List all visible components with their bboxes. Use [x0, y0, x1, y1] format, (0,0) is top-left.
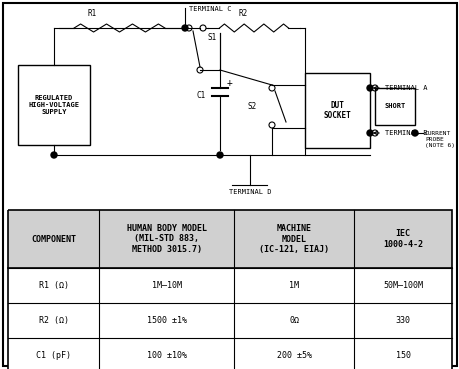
Text: CURRENT
PROBE
(NOTE 6): CURRENT PROBE (NOTE 6): [424, 131, 454, 148]
Circle shape: [411, 130, 417, 136]
Text: 1500 ±1%: 1500 ±1%: [146, 316, 186, 325]
Text: SHORT: SHORT: [384, 103, 405, 110]
Text: 200 ±5%: 200 ±5%: [276, 351, 311, 360]
Text: 330: 330: [395, 316, 410, 325]
Text: S2: S2: [247, 102, 257, 111]
Bar: [8, 210, 451, 369]
Text: 1M–10M: 1M–10M: [151, 281, 181, 290]
Circle shape: [366, 130, 372, 136]
Text: COMPONENT: COMPONENT: [31, 235, 76, 244]
Text: R2: R2: [238, 9, 247, 18]
Text: 1M: 1M: [289, 281, 299, 290]
Bar: [374, 88, 414, 125]
Text: TERMINAL D: TERMINAL D: [228, 189, 271, 195]
Text: +: +: [227, 79, 232, 89]
Text: R1: R1: [87, 9, 96, 18]
Text: S1: S1: [207, 33, 217, 42]
Text: 0Ω: 0Ω: [289, 316, 299, 325]
Text: TERMINAL A: TERMINAL A: [384, 85, 426, 91]
Text: 50M–100M: 50M–100M: [382, 281, 422, 290]
Text: DUT
SOCKET: DUT SOCKET: [323, 101, 351, 120]
Text: MACHINE
MODEL
(IC-121, EIAJ): MACHINE MODEL (IC-121, EIAJ): [259, 224, 329, 254]
Circle shape: [366, 85, 372, 91]
Text: 150: 150: [395, 351, 410, 360]
Bar: [8, 303, 451, 338]
Circle shape: [51, 152, 57, 158]
Text: 100 ±10%: 100 ±10%: [146, 351, 186, 360]
Bar: [18, 65, 90, 145]
Bar: [8, 338, 451, 369]
Text: IEC
1000-4-2: IEC 1000-4-2: [382, 229, 422, 249]
Text: R1 (Ω): R1 (Ω): [39, 281, 68, 290]
Text: HUMAN BODY MODEL
(MIL-STD 883,
METHOD 3015.7): HUMAN BODY MODEL (MIL-STD 883, METHOD 30…: [126, 224, 206, 254]
Text: TERMINAL C: TERMINAL C: [189, 6, 231, 12]
Text: REGULATED
HIGH-VOLTAGE
SUPPLY: REGULATED HIGH-VOLTAGE SUPPLY: [28, 95, 79, 115]
Text: C1 (pF): C1 (pF): [36, 351, 71, 360]
Circle shape: [182, 25, 188, 31]
Bar: [304, 73, 369, 148]
Text: TERMINAL B: TERMINAL B: [384, 130, 426, 136]
Bar: [8, 268, 451, 303]
Circle shape: [217, 152, 223, 158]
Text: R2 (Ω): R2 (Ω): [39, 316, 68, 325]
Text: C1: C1: [196, 91, 206, 100]
Bar: [8, 210, 451, 268]
